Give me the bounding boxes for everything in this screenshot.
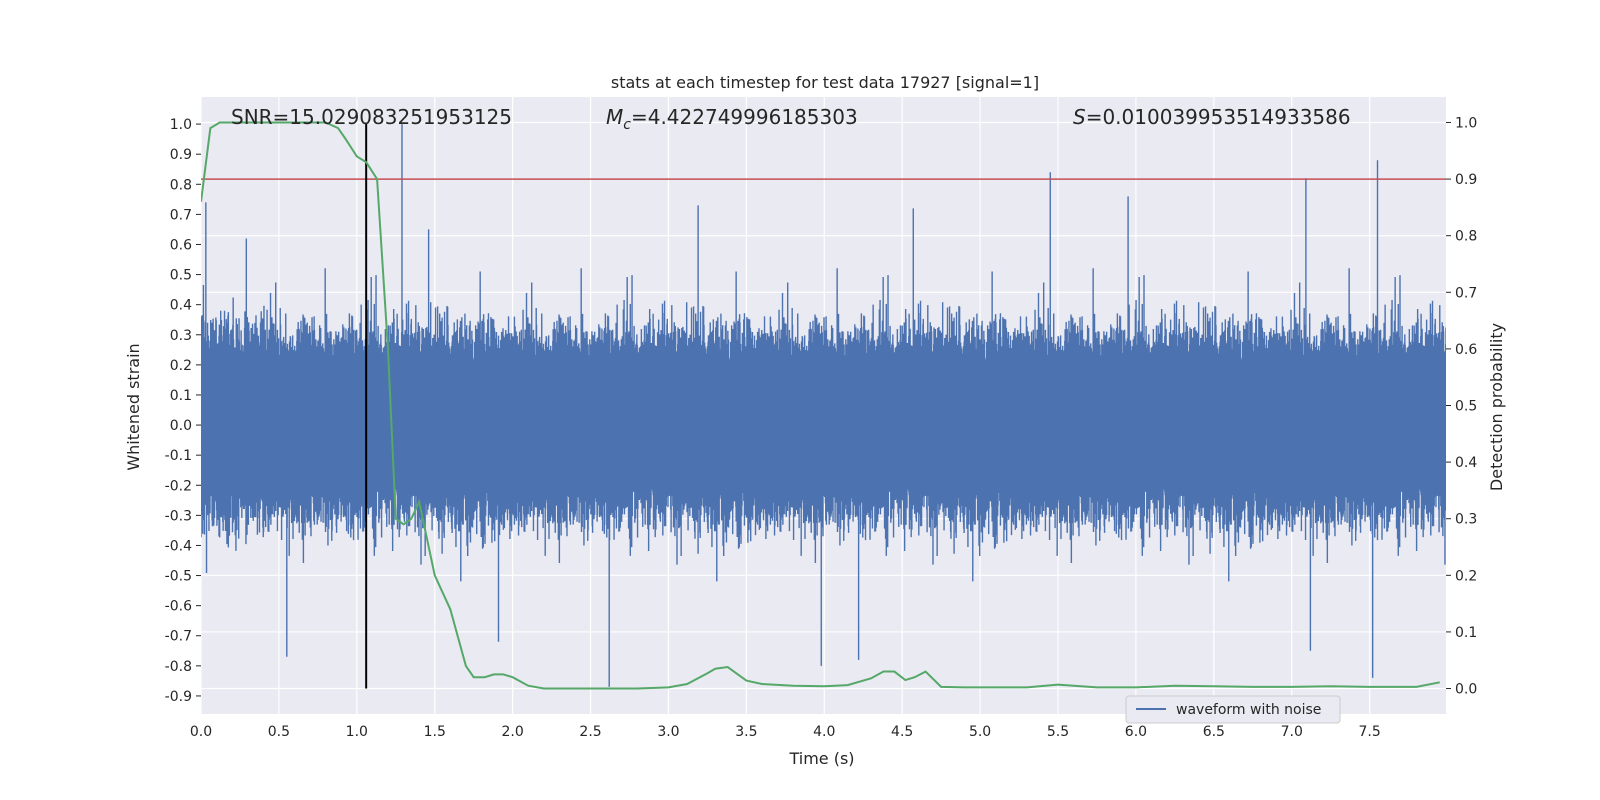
y-left-tick-label: 0.7: [170, 207, 192, 223]
y-right-tick-label: 0.3: [1455, 512, 1477, 528]
chirp-mass-annotation: Mc=4.422749996185303: [606, 105, 858, 133]
snr-annotation: SNR=15.029083251953125: [231, 105, 512, 129]
x-tick-label: 7.0: [1281, 724, 1303, 740]
chirp-mass-value: =4.422749996185303: [631, 105, 858, 129]
y-left-tick-label: -0.3: [165, 508, 192, 524]
axis-ticks: 0.0 0.5 1.0 1.5 2.0 2.5 3.0 3.5 4.0 4.5 5.0 5.5 6.0 6…: [165, 115, 1478, 740]
y-left-tick-label: 0.9: [170, 147, 192, 163]
y-left-tick-label: 0.3: [170, 328, 192, 344]
y-left-tick-label: -0.4: [165, 538, 192, 554]
y-left-tick-label: 0.6: [170, 237, 192, 253]
x-tick-label: 4.0: [813, 724, 835, 740]
x-tick-label: 2.0: [502, 724, 524, 740]
x-tick-label: 3.5: [735, 724, 757, 740]
s-annotation: S=0.010039953514933586: [1073, 105, 1351, 129]
y-left-tick-label: 0.8: [170, 177, 192, 193]
y-right-tick-label: 0.8: [1455, 229, 1477, 245]
y-right-tick-label: 0.9: [1455, 172, 1477, 188]
y-left-tick-label: -0.8: [165, 659, 192, 675]
y-left-tick-label: 0.2: [170, 358, 192, 374]
x-tick-label: 0.5: [268, 724, 290, 740]
y-right-tick-label: 1.0: [1455, 115, 1477, 131]
y-axis-label-right: Detection probability: [1487, 323, 1506, 491]
y-left-tick-label: -0.2: [165, 478, 192, 494]
x-tick-label: 1.5: [424, 724, 446, 740]
detection-probability-line: [201, 121, 1440, 690]
y-left-tick-label: 1.0: [170, 117, 192, 133]
waveform-series: [201, 124, 1446, 687]
s-value: =0.010039953514933586: [1086, 105, 1351, 129]
y-left-tick-label: 0.0: [170, 418, 192, 434]
y-left-tick-label: 0.4: [170, 298, 192, 314]
legend-box: [1125, 695, 1341, 724]
x-tick-label: 2.5: [579, 724, 601, 740]
y-left-tick-label: -0.1: [165, 448, 192, 464]
x-tick-label: 0.0: [190, 724, 212, 740]
x-axis-label: Time (s): [788, 749, 854, 768]
legend-label-waveform: waveform with noise: [1176, 702, 1321, 718]
y-right-tick-label: 0.1: [1455, 625, 1477, 641]
overlay-lines: [201, 121, 1446, 690]
y-axis-label-left: Whitened strain: [124, 343, 143, 470]
x-tick-label: 5.5: [1047, 724, 1069, 740]
x-tick-label: 5.0: [969, 724, 991, 740]
y-left-tick-label: -0.7: [165, 629, 192, 645]
x-tick-label: 1.0: [346, 724, 368, 740]
y-right-tick-label: 0.7: [1455, 285, 1477, 301]
y-left-tick-label: 0.5: [170, 268, 192, 284]
y-left-tick-label: 0.1: [170, 388, 192, 404]
waveform-with-noise-line: [201, 124, 1446, 687]
y-right-tick-label: 0.6: [1455, 342, 1477, 358]
chirp-mass-symbol: M: [606, 105, 623, 129]
y-right-tick-label: 0.0: [1455, 682, 1477, 698]
chirp-mass-subscript: c: [623, 117, 631, 133]
y-left-tick-label: -0.6: [165, 599, 192, 615]
y-left-tick-label: -0.9: [165, 689, 192, 705]
x-tick-label: 6.5: [1203, 724, 1225, 740]
s-symbol: S: [1073, 105, 1086, 129]
y-right-tick-label: 0.2: [1455, 568, 1477, 584]
x-tick-label: 6.0: [1125, 724, 1147, 740]
y-right-tick-label: 0.5: [1455, 399, 1477, 415]
x-tick-label: 4.5: [891, 724, 913, 740]
y-right-tick-label: 0.4: [1455, 455, 1477, 471]
x-tick-label: 7.5: [1359, 724, 1381, 740]
legend: waveform with noise: [1125, 695, 1341, 724]
y-left-tick-label: -0.5: [165, 569, 192, 585]
x-tick-label: 3.0: [657, 724, 679, 740]
chart-title: stats at each timestep for test data 179…: [611, 73, 1039, 92]
